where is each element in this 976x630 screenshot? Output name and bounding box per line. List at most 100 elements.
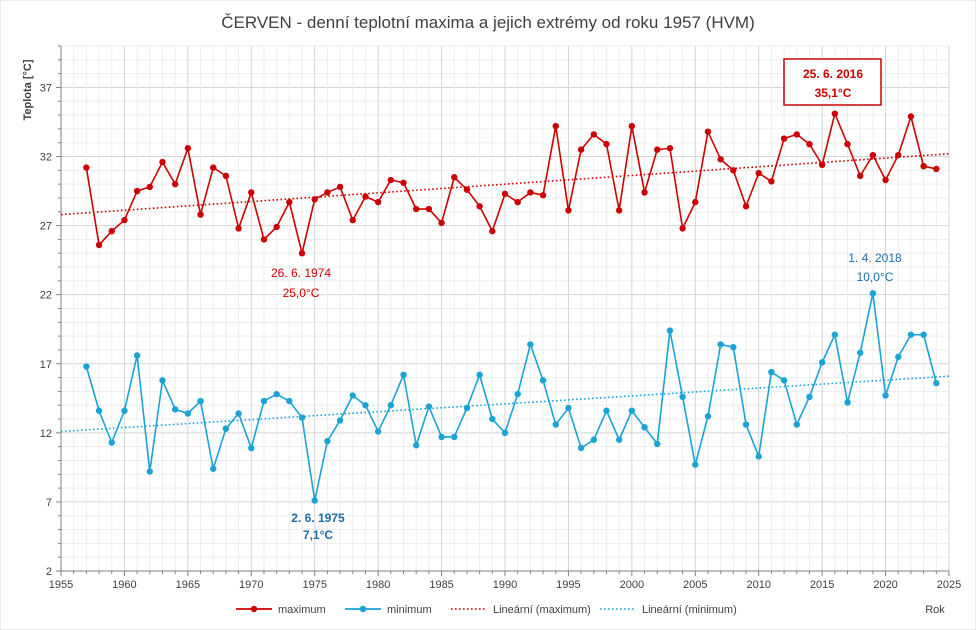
data-point-minimum — [552, 421, 559, 428]
x-tick-label: 1970 — [239, 579, 263, 591]
axes — [56, 45, 950, 576]
data-point-maximum — [146, 183, 153, 191]
data-point-minimum — [742, 421, 750, 428]
data-point-maximum — [527, 189, 534, 196]
data-point-minimum — [539, 377, 547, 384]
x-tick-label: 1995 — [556, 579, 580, 591]
data-point-maximum — [615, 207, 623, 214]
data-point-minimum — [907, 331, 915, 338]
data-point-maximum — [806, 140, 813, 148]
chart-title: ČERVEN - denní teplotní maxima a jejich … — [221, 13, 755, 32]
data-point-minimum — [336, 417, 344, 424]
data-point-maximum — [349, 216, 356, 224]
data-point-maximum — [768, 178, 775, 185]
legend-label: Lineární (minimum) — [642, 604, 737, 616]
data-point-maximum — [907, 113, 915, 120]
annotation-value: 10,0°C — [857, 270, 894, 284]
data-point-minimum — [831, 331, 839, 338]
annotation-value: 35,1°C — [815, 86, 852, 100]
data-point-minimum — [869, 290, 877, 297]
data-point-minimum — [83, 363, 90, 370]
data-point-minimum — [704, 413, 712, 420]
data-point-maximum — [666, 145, 674, 152]
y-axis-label: Teplota [°C] — [22, 59, 34, 120]
x-tick-label: 2000 — [620, 579, 644, 591]
data-point-maximum — [489, 227, 496, 235]
data-point-maximum — [742, 203, 750, 210]
data-point-minimum — [666, 327, 674, 334]
data-point-minimum — [95, 407, 103, 414]
y-tick-label: 27 — [40, 221, 52, 233]
data-point-maximum — [577, 146, 585, 153]
data-point-minimum — [755, 453, 762, 460]
data-point-minimum — [527, 341, 534, 348]
trendline — [60, 375, 950, 433]
data-point-minimum — [476, 371, 483, 379]
data-point-maximum — [235, 225, 242, 232]
annotation-box — [783, 58, 882, 106]
data-point-minimum — [780, 377, 788, 384]
data-point-maximum — [818, 161, 826, 169]
data-point-maximum — [704, 128, 712, 135]
data-point-maximum — [260, 236, 268, 243]
data-point-maximum — [374, 198, 382, 206]
data-point-maximum — [222, 172, 230, 180]
data-point-minimum — [362, 402, 369, 409]
y-tick-label: 32 — [40, 152, 52, 164]
data-point-minimum — [768, 368, 775, 376]
data-point-maximum — [590, 131, 597, 138]
data-point-maximum — [679, 225, 686, 232]
data-point-minimum — [222, 425, 230, 432]
data-point-minimum — [933, 379, 940, 387]
data-point-maximum — [628, 122, 636, 130]
data-point-maximum — [133, 187, 141, 195]
data-point-minimum — [324, 437, 331, 445]
data-point-minimum — [577, 444, 585, 452]
data-point-minimum — [413, 442, 420, 449]
tick-labels: 1955 1960 1965 1970 1975 1980 1985 1990 1995 2000… — [40, 82, 961, 591]
data-point-minimum — [844, 399, 851, 406]
data-point-maximum — [298, 250, 306, 257]
x-tick-label: 1960 — [112, 579, 136, 591]
y-tick-label: 17 — [40, 359, 52, 371]
data-point-maximum — [933, 165, 940, 173]
data-point-minimum — [565, 404, 572, 412]
data-point-maximum — [184, 145, 192, 152]
data-point-maximum — [438, 219, 445, 227]
data-point-minimum — [349, 392, 356, 399]
data-point-maximum — [413, 205, 420, 213]
x-tick-label: 2025 — [937, 579, 961, 591]
data-point-minimum — [895, 353, 902, 361]
data-point-maximum — [501, 190, 509, 198]
annotation-date: 1. 4. 2018 — [848, 251, 902, 265]
data-point-maximum — [654, 146, 661, 153]
data-point-minimum — [628, 407, 636, 414]
data-point-minimum — [235, 410, 242, 417]
data-point-maximum — [831, 110, 839, 117]
data-point-maximum — [476, 203, 483, 210]
legend-label: minimum — [387, 604, 432, 616]
y-tick-label: 12 — [40, 428, 52, 440]
y-tick-label: 37 — [40, 82, 52, 94]
annotation-date: 26. 6. 1974 — [271, 266, 331, 280]
data-point-minimum — [159, 377, 166, 384]
x-tick-label: 1975 — [302, 579, 326, 591]
data-point-minimum — [311, 497, 318, 504]
data-point-maximum — [425, 205, 433, 213]
data-point-minimum — [260, 397, 268, 405]
data-point-maximum — [197, 211, 204, 218]
y-tick-label: 7 — [46, 497, 52, 509]
data-point-maximum — [793, 131, 800, 138]
data-point-maximum — [362, 193, 369, 200]
data-point-minimum — [184, 410, 192, 417]
data-point-maximum — [869, 151, 877, 159]
data-point-maximum — [755, 169, 762, 177]
data-point-minimum — [501, 429, 509, 437]
data-point-maximum — [539, 192, 547, 199]
data-point-maximum — [857, 172, 864, 180]
data-point-maximum — [882, 176, 889, 184]
data-point-minimum — [438, 433, 445, 441]
data-point-maximum — [780, 135, 788, 142]
legend-label: maximum — [278, 604, 326, 616]
